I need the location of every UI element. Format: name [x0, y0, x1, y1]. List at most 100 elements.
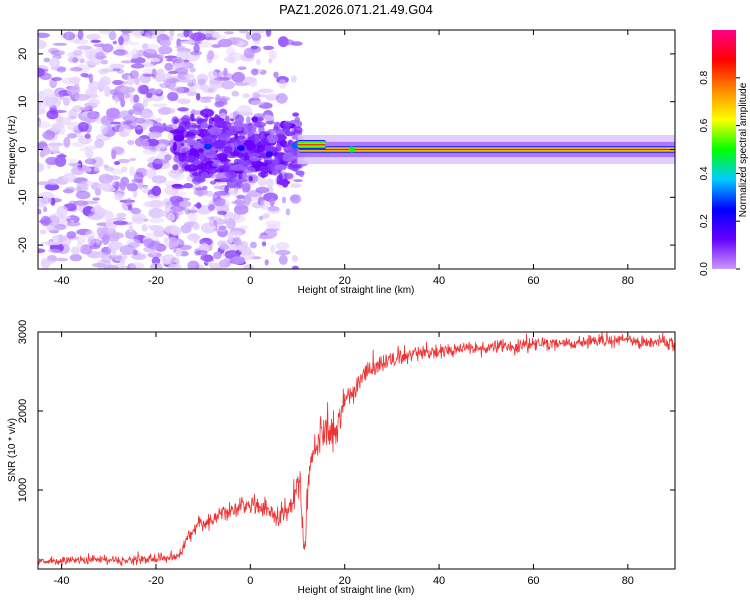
spectrogram-core-blob	[291, 135, 298, 140]
spectrogram-noise-blob	[117, 256, 122, 261]
spectrogram-noise-blob	[114, 85, 131, 95]
spectrogram-core-blob	[183, 183, 194, 189]
spectrogram-noise-blob	[285, 208, 291, 216]
spectrogram-noise-blob	[150, 225, 164, 232]
spectrogram-noise-blob	[97, 79, 107, 90]
spectrogram-noise-blob	[275, 93, 288, 104]
spectrogram-y-tick-label: 0	[17, 146, 29, 152]
spectrogram-noise-blob	[79, 244, 93, 255]
spectrogram-noise-blob	[166, 58, 174, 62]
spectrogram-noise-blob	[40, 215, 51, 227]
spectrogram-noise-blob	[183, 74, 188, 79]
spectrogram-core-blob	[234, 133, 239, 140]
spectrogram-noise-blob	[129, 157, 137, 162]
spectrogram-core-blob	[292, 130, 303, 137]
spectrogram-noise-blob	[258, 215, 264, 221]
snr-frame	[37, 331, 676, 570]
spectrogram-core-blob	[172, 164, 179, 171]
spectrogram-core-blob	[171, 116, 179, 125]
spectrogram-noise-blob	[162, 254, 176, 265]
spectrogram-noise-blob	[95, 235, 100, 247]
spectrogram-noise-blob	[63, 136, 71, 148]
spectrogram-noise-blob	[100, 123, 108, 135]
spectrogram-noise-blob	[92, 262, 107, 268]
spectrogram-noise-blob	[110, 121, 121, 125]
spectrogram-core-blob	[197, 127, 203, 131]
spectrogram-noise-blob	[151, 175, 167, 184]
spectrogram-x-tick-label: -20	[148, 275, 164, 287]
spectrogram-noise-blob	[143, 218, 149, 222]
spectrogram-core-blob	[171, 183, 183, 188]
spectrogram-core-blob	[288, 157, 295, 162]
spectrogram-noise-blob	[113, 49, 128, 56]
spectrogram-noise-blob	[262, 213, 268, 220]
spectrogram-noise-blob	[71, 141, 86, 148]
spectrogram-y-tick-label: -10	[17, 189, 29, 205]
spectrogram-noise-blob	[88, 81, 100, 91]
spectrogram-noise-blob	[67, 133, 77, 139]
spectrogram-x-tick-label: 0	[247, 275, 253, 287]
spectrogram-noise-blob	[218, 259, 231, 268]
spectrogram-noise-blob	[94, 188, 102, 196]
spectrogram-noise-blob	[69, 253, 83, 262]
spectrogram-noise-blob	[196, 93, 201, 101]
spectrogram-noise-blob	[291, 254, 298, 262]
spectrogram-noise-blob	[38, 100, 42, 108]
spectrogram-noise-blob	[167, 70, 179, 75]
spectrogram-noise-blob	[158, 143, 166, 149]
colorbar-tick-label: 0.2	[699, 214, 710, 228]
spectrogram-noise-blob	[139, 108, 153, 119]
spectrogram-core-blob	[205, 152, 212, 156]
spectrogram-core-blob	[243, 152, 250, 162]
spectrogram-noise-blob	[275, 249, 291, 256]
spectrogram-core-blob	[192, 178, 202, 182]
spectrogram-noise-blob	[231, 90, 239, 97]
spectrogram-noise-blob	[98, 30, 111, 35]
spectrogram-carrier-line	[297, 134, 675, 165]
spectrogram-core-blob	[260, 137, 269, 148]
spectrogram-noise-blob	[183, 30, 190, 38]
spectrogram-noise-blob	[43, 259, 54, 265]
spectrogram-noise-blob	[100, 59, 108, 65]
spectrogram-noise-blob	[88, 98, 100, 106]
spectrogram-noise-blob	[229, 256, 246, 265]
spectrogram-noise-blob	[131, 213, 147, 224]
spectrogram-core-blob	[246, 124, 256, 134]
spectrogram-core-blob	[244, 139, 254, 146]
spectrogram-core-blob	[224, 115, 230, 125]
spectrogram-noise-blob	[208, 204, 215, 211]
spectrogram-noise-blob	[96, 227, 105, 236]
spectrogram-noise-blob	[236, 244, 245, 251]
spectrogram-noise-blob	[95, 116, 103, 124]
snr-x-tick-label: 0	[247, 575, 253, 587]
spectrogram-noise-blob	[116, 212, 127, 218]
spectrogram-noise-blob	[203, 255, 214, 262]
spectrogram-noise-blob	[48, 47, 60, 54]
spectrogram-noise-blob	[147, 88, 158, 95]
spectrogram-noise-blob	[177, 98, 191, 105]
spectrogram-noise-blob	[52, 234, 68, 242]
spectrogram-noise-blob	[110, 232, 124, 239]
spectrogram-noise-blob	[120, 80, 128, 85]
spectrogram-core-blob	[216, 172, 230, 181]
spectrogram-noise-blob	[86, 117, 92, 124]
snr-x-ticks: -40 -20 0 20 40 60 80	[54, 332, 634, 587]
spectrogram-noise-blob	[108, 30, 117, 41]
spectrogram-noise-blob	[82, 200, 99, 205]
spectrogram-noise-blob	[192, 222, 200, 231]
spectrogram-noise-blob	[187, 260, 200, 269]
spectrogram-core-blob	[258, 171, 269, 178]
spectrogram-core-blob	[185, 122, 198, 131]
spectrogram-noise-blob	[129, 262, 145, 269]
spectrogram-noise-blob	[251, 32, 262, 41]
spectrogram-noise-blob	[164, 55, 178, 59]
spectrogram-core-blob	[261, 130, 272, 134]
spectrogram-noise-blob	[75, 190, 91, 200]
spectrogram-noise-blob	[113, 220, 128, 226]
spectrogram-noise-blob	[224, 214, 229, 225]
spectrogram-noise-blob	[102, 43, 114, 53]
spectrogram-noise-blob	[265, 93, 280, 101]
spectrogram-noise-blob	[190, 50, 203, 56]
spectrogram-noise-blob	[142, 99, 149, 108]
